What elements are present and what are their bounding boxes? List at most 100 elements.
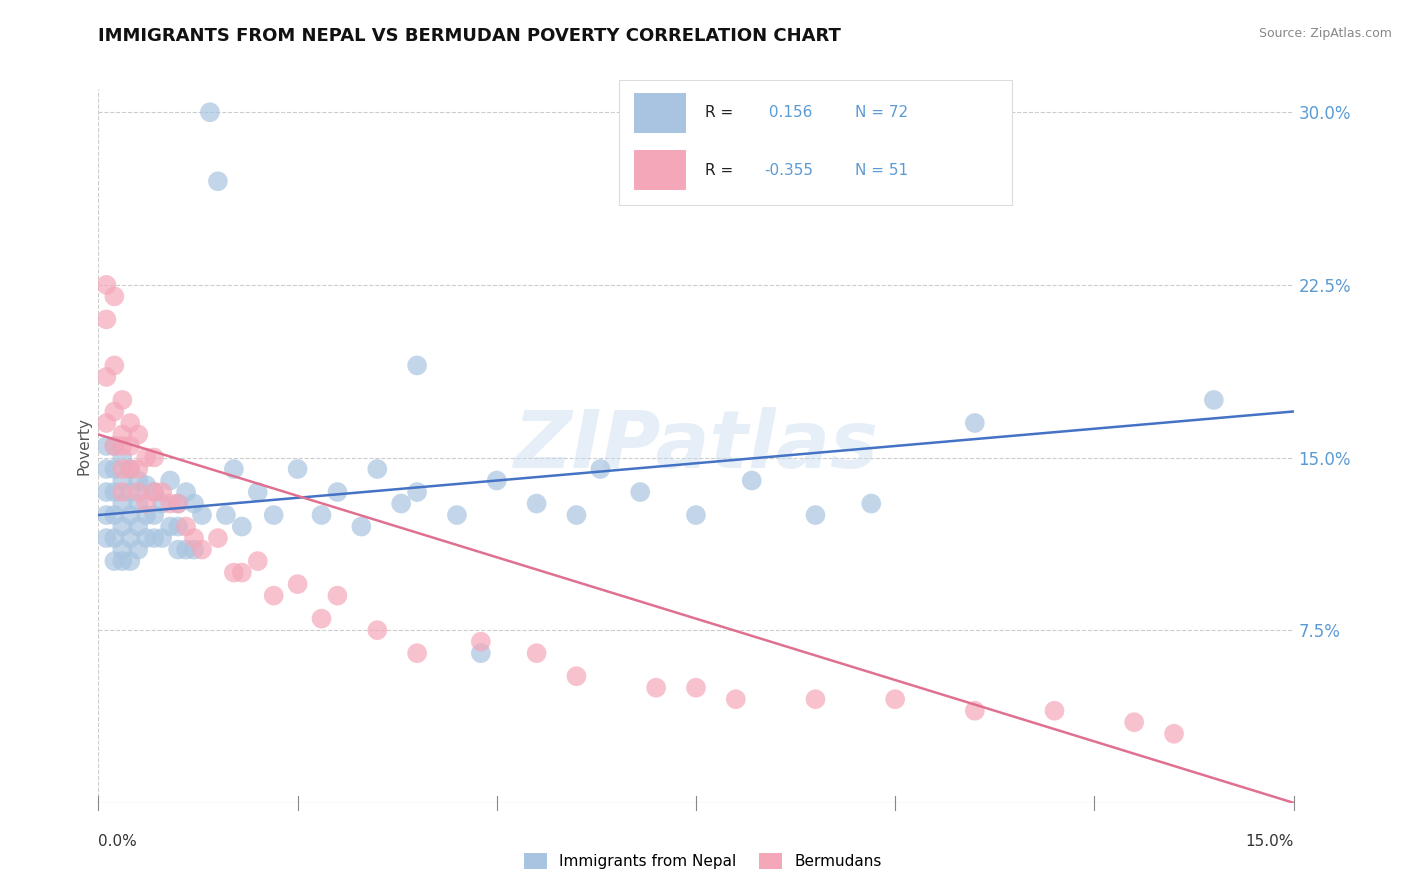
Point (103, 485, 125, 500)
Point (389, 497, 412, 511)
Point (724, 692, 747, 706)
Point (589, 462, 612, 476)
Point (127, 427, 149, 442)
Point (804, 508, 827, 522)
Point (111, 542, 134, 557)
Point (120, 485, 142, 500)
Point (963, 704, 986, 718)
Point (120, 462, 142, 476)
Text: 15.0%: 15.0% (1246, 834, 1294, 849)
Point (167, 519, 190, 533)
Text: R =: R = (706, 162, 734, 178)
Point (103, 462, 125, 476)
Point (127, 519, 149, 533)
Point (287, 462, 309, 476)
Point (174, 485, 197, 500)
Point (120, 508, 142, 522)
Point (150, 497, 173, 511)
Point (96, 462, 118, 476)
Point (103, 508, 125, 522)
Point (103, 439, 125, 453)
Point (96, 439, 118, 453)
Point (222, 462, 245, 476)
Point (127, 485, 149, 500)
Point (96, 312, 118, 326)
Point (103, 359, 125, 373)
Point (628, 485, 651, 500)
Point (143, 531, 166, 545)
Point (174, 542, 197, 557)
Point (183, 497, 205, 511)
Point (804, 692, 827, 706)
Point (143, 485, 166, 500)
Point (111, 392, 134, 407)
Point (159, 497, 181, 511)
Text: -0.355: -0.355 (765, 162, 813, 178)
Point (111, 497, 134, 511)
Point (183, 542, 205, 557)
Point (326, 589, 349, 603)
Point (103, 554, 125, 568)
Point (741, 474, 763, 488)
Point (446, 508, 468, 522)
Point (350, 519, 373, 533)
Point (207, 174, 229, 188)
Point (1202, 392, 1225, 407)
Point (470, 634, 492, 648)
FancyBboxPatch shape (634, 150, 686, 190)
Point (246, 485, 269, 500)
Point (565, 508, 588, 522)
Point (103, 439, 125, 453)
Point (120, 462, 142, 476)
Point (135, 478, 157, 492)
Point (103, 404, 125, 418)
Text: ZIPatlas: ZIPatlas (513, 407, 879, 485)
Legend: Immigrants from Nepal, Bermudans: Immigrants from Nepal, Bermudans (517, 847, 889, 875)
Point (111, 439, 134, 453)
Point (263, 508, 285, 522)
Point (366, 623, 388, 637)
Point (111, 554, 134, 568)
Point (231, 519, 253, 533)
Point (198, 105, 221, 120)
Point (191, 542, 214, 557)
Point (526, 646, 548, 660)
Point (143, 450, 166, 465)
Point (96, 485, 118, 500)
Point (685, 681, 707, 695)
Point (311, 508, 333, 522)
Point (470, 646, 492, 660)
Point (96, 508, 118, 522)
Point (111, 462, 134, 476)
Point (96, 277, 118, 292)
Point (143, 508, 166, 522)
Point (111, 485, 134, 500)
Point (963, 416, 986, 430)
Point (103, 531, 125, 545)
Point (406, 646, 429, 660)
Point (135, 531, 157, 545)
Point (222, 566, 245, 580)
Point (215, 508, 238, 522)
Point (127, 462, 149, 476)
Point (143, 485, 166, 500)
Point (120, 554, 142, 568)
Point (685, 508, 707, 522)
Point (120, 416, 142, 430)
Point (167, 542, 190, 557)
Point (111, 427, 134, 442)
Point (159, 474, 181, 488)
Point (127, 542, 149, 557)
Point (191, 508, 214, 522)
Point (1163, 727, 1185, 741)
Text: N = 51: N = 51 (855, 162, 908, 178)
Point (485, 474, 508, 488)
Point (311, 612, 333, 626)
Point (167, 497, 190, 511)
Point (96, 416, 118, 430)
Text: R =: R = (706, 105, 734, 120)
Point (1043, 704, 1066, 718)
Point (111, 450, 134, 465)
Point (263, 589, 285, 603)
Point (645, 681, 668, 695)
